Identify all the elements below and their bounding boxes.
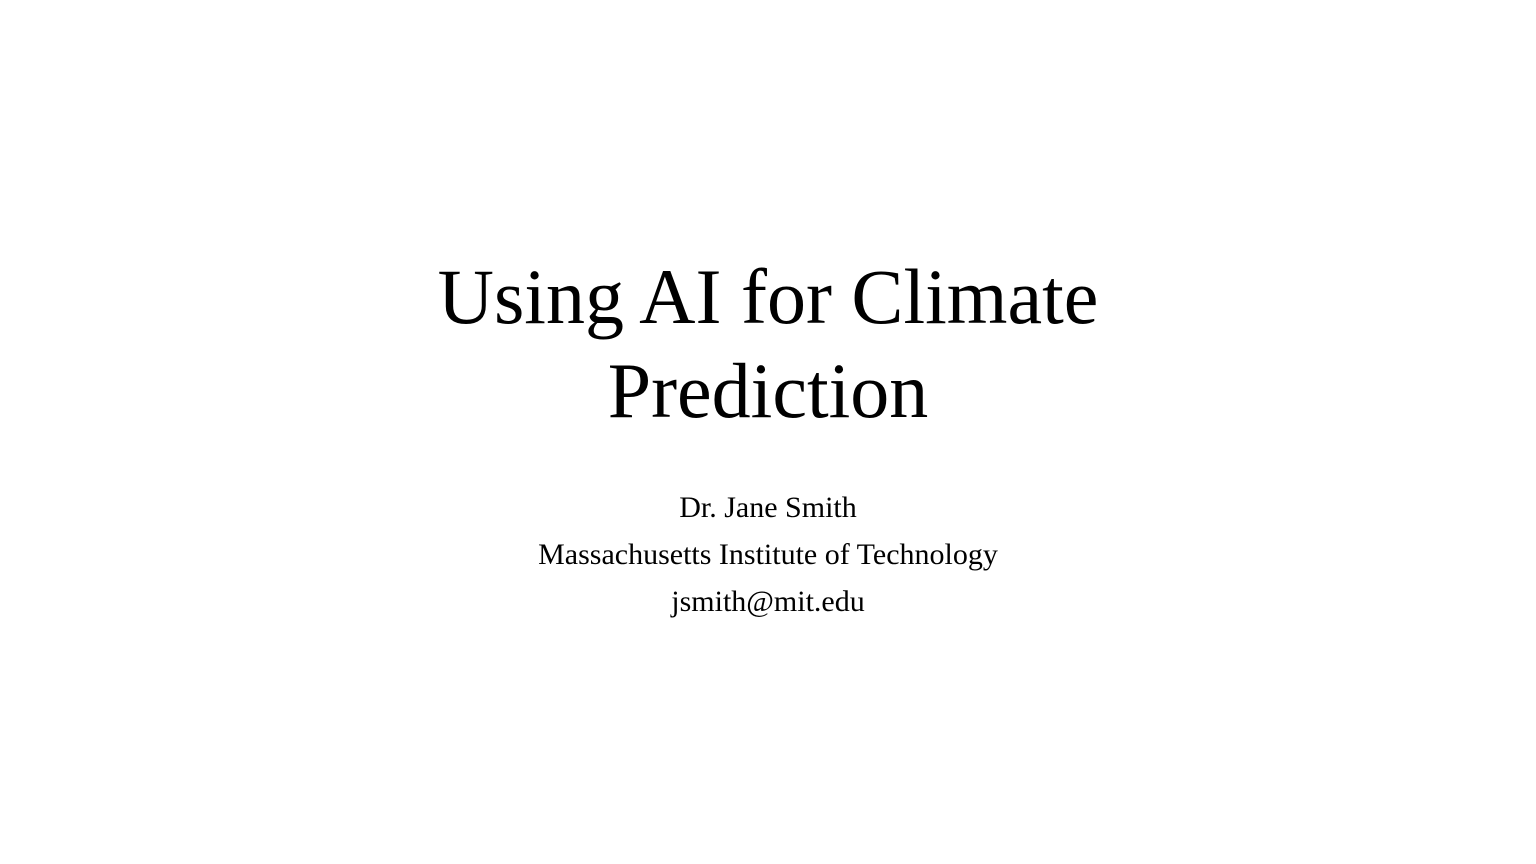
slide-title-line-2: Prediction xyxy=(607,347,929,434)
author-institution: Massachusetts Institute of Technology xyxy=(538,538,998,571)
author-name: Dr. Jane Smith xyxy=(679,491,857,524)
slide-title-line-1: Using AI for Climate xyxy=(437,253,1099,340)
slide-title: Using AI for Climate Prediction xyxy=(0,250,1536,438)
author-email: jsmith@mit.edu xyxy=(671,585,865,618)
slide-subtitle: Dr. Jane Smith Massachusetts Institute o… xyxy=(0,484,1536,625)
